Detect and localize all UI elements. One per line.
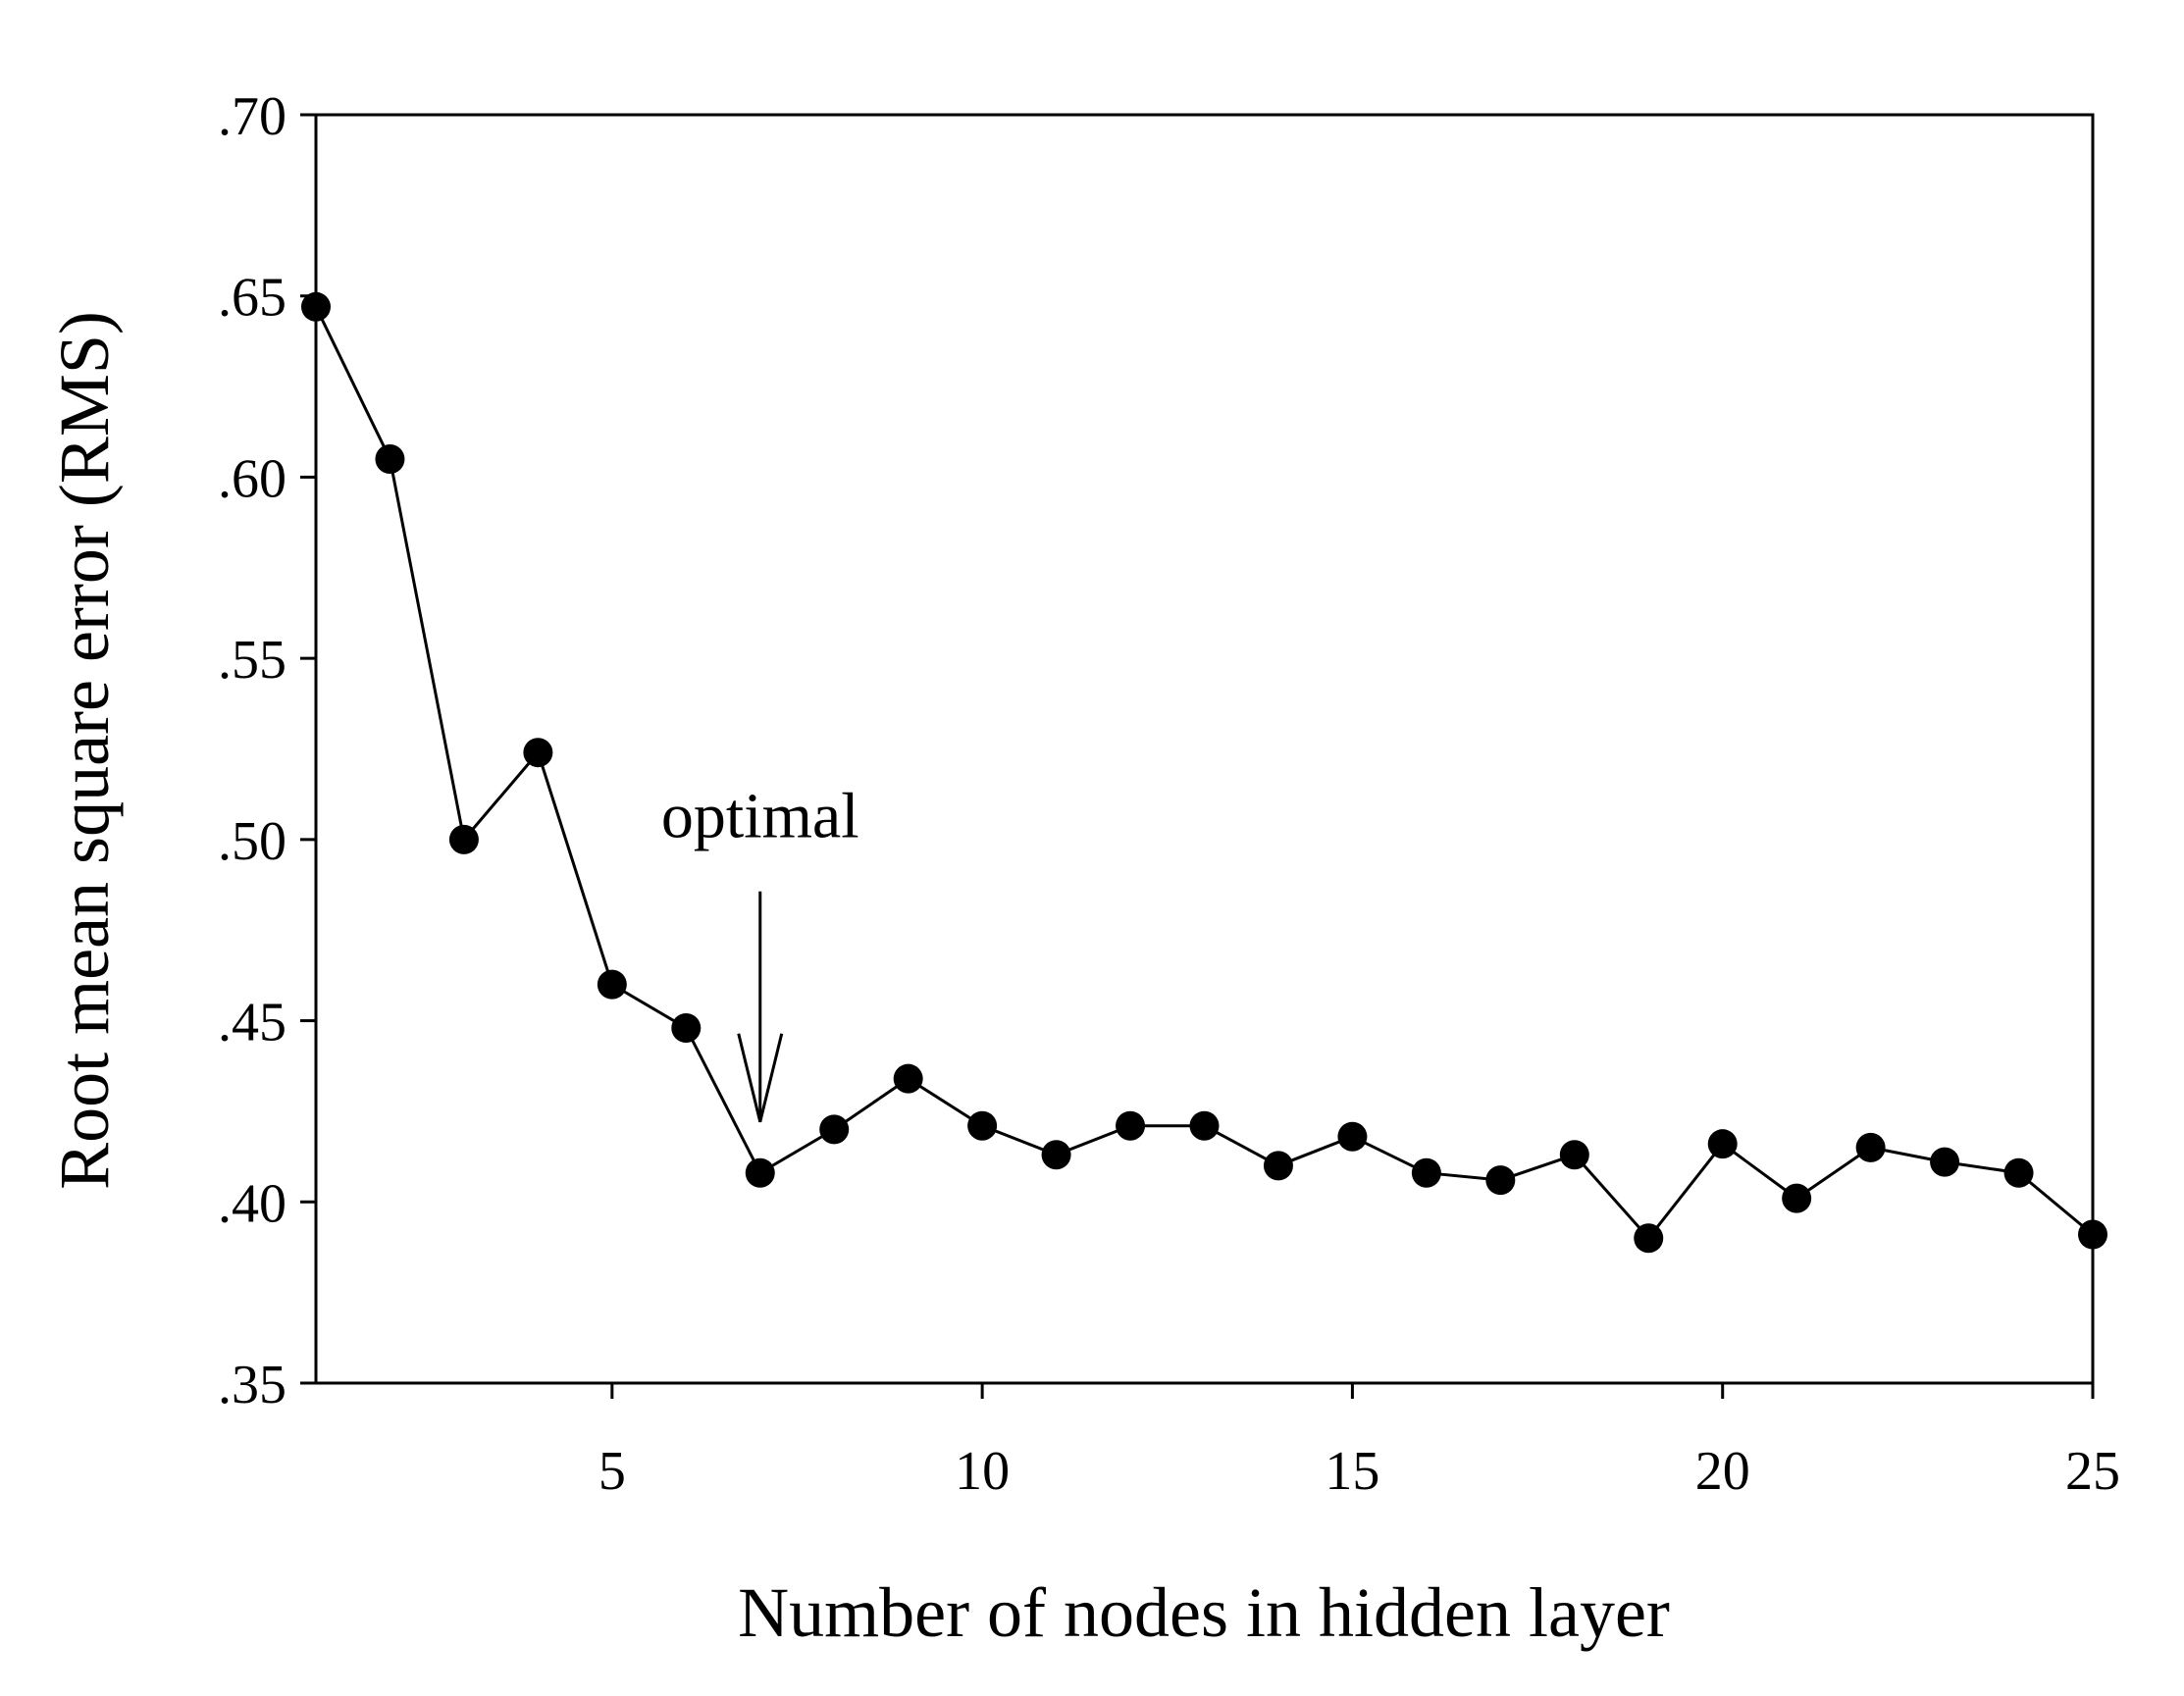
plot-frame xyxy=(314,113,2095,1385)
y-tick-label: .45 xyxy=(218,993,286,1054)
y-tick-label: .50 xyxy=(218,811,286,872)
annotation-layer: optimal xyxy=(661,781,859,1123)
data-point xyxy=(819,1114,850,1145)
data-point xyxy=(671,1012,702,1043)
data-point xyxy=(1559,1140,1589,1170)
data-point xyxy=(1189,1110,1220,1141)
data-point xyxy=(597,969,627,1000)
annotation-label: optimal xyxy=(661,781,859,852)
x-tick-label: 5 xyxy=(598,1441,626,1502)
y-tick-label: .65 xyxy=(218,268,286,329)
series-line xyxy=(314,306,2094,1241)
data-point xyxy=(2078,1219,2107,1250)
data-point xyxy=(1485,1165,1516,1196)
data-point xyxy=(523,738,553,768)
data-point xyxy=(2003,1157,2034,1188)
y-tick-label: .55 xyxy=(218,630,286,691)
down-arrow-icon xyxy=(737,1033,784,1123)
data-point xyxy=(448,824,479,854)
y-tick-label: .40 xyxy=(218,1173,286,1234)
x-tick-label: 15 xyxy=(1325,1441,1379,1502)
y-tick-label: .70 xyxy=(218,86,286,147)
series-layer xyxy=(301,291,2107,1254)
y-axis-title: Root mean square error (RMS) xyxy=(45,311,124,1190)
x-tick-label: 25 xyxy=(2065,1441,2120,1502)
axis-ticks: .35 .40 .45 .50 .55 .60 .65 .70 5 10 15 20 25 xyxy=(218,86,2120,1502)
x-tick-label: 20 xyxy=(1695,1441,1750,1502)
data-point xyxy=(745,1157,775,1188)
data-point xyxy=(1263,1151,1293,1181)
data-point xyxy=(1041,1140,1071,1170)
data-point xyxy=(1707,1129,1738,1159)
x-axis-title: Number of nodes in hidden layer xyxy=(738,1573,1670,1652)
y-tick-label: .60 xyxy=(218,448,286,509)
data-point xyxy=(1411,1157,1441,1188)
data-point xyxy=(1337,1121,1368,1152)
data-point xyxy=(1782,1183,1812,1213)
data-point xyxy=(1634,1223,1664,1254)
y-tick-label: .35 xyxy=(218,1355,286,1415)
data-point xyxy=(1930,1147,1960,1177)
data-point xyxy=(967,1110,998,1141)
x-tick-label: 10 xyxy=(955,1441,1010,1502)
data-point xyxy=(1855,1132,1886,1162)
data-point xyxy=(301,291,331,322)
data-point xyxy=(1116,1110,1146,1141)
data-point xyxy=(375,443,405,474)
data-point xyxy=(893,1063,923,1094)
